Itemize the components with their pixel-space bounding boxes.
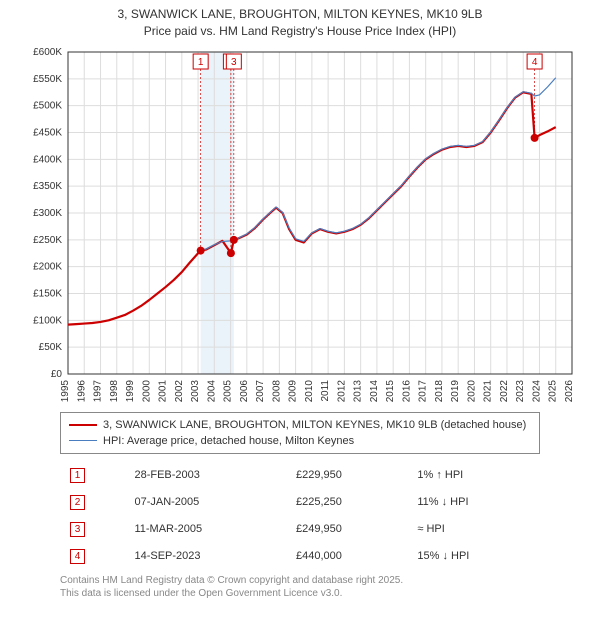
x-tick-label: 2001	[158, 379, 169, 402]
sales-delta: ≈ HPI	[407, 516, 540, 543]
sales-date: 07-JAN-2005	[124, 489, 286, 516]
x-tick-label: 2005	[223, 379, 234, 402]
x-tick-label: 2015	[385, 379, 396, 402]
sales-row: 4 14-SEP-2023£440,00015% ↓ HPI	[60, 543, 540, 570]
sales-marker-cell: 2	[60, 489, 124, 516]
sales-price: £225,250	[286, 489, 407, 516]
y-tick-label: £550K	[33, 73, 62, 84]
y-tick-label: £200K	[33, 261, 62, 272]
x-tick-label: 2023	[515, 379, 526, 402]
sales-date: 11-MAR-2005	[124, 516, 286, 543]
x-tick-label: 2008	[271, 379, 282, 402]
sales-row: 3 11-MAR-2005£249,950≈ HPI	[60, 516, 540, 543]
sales-date: 14-SEP-2023	[124, 543, 286, 570]
x-tick-label: 2022	[499, 379, 510, 402]
legend-label-hpi: HPI: Average price, detached house, Milt…	[103, 435, 354, 447]
x-tick-label: 2018	[434, 379, 445, 402]
x-tick-label: 2012	[336, 379, 347, 402]
chart-svg: £0 £50K £100K £150K £200K £250K £300K £350K £400…	[20, 44, 580, 404]
x-tick-label: 2014	[369, 379, 380, 402]
x-tick-label: 2016	[401, 379, 412, 402]
y-tick-label: £400K	[33, 154, 62, 165]
legend-swatch-hpi	[69, 440, 97, 441]
sales-marker-cell: 3	[60, 516, 124, 543]
series-hpi	[201, 77, 556, 250]
sales-table: 1 28-FEB-2003£229,9501% ↑ HPI 2 07-JAN-2005…	[60, 462, 540, 570]
y-tick-label: £100K	[33, 315, 62, 326]
x-tick-label: 2025	[548, 379, 559, 402]
marker-box-label: 4	[532, 57, 538, 68]
x-tick-label: 2021	[483, 379, 494, 402]
y-tick-label: £350K	[33, 181, 62, 192]
legend-row-property: 3, SWANWICK LANE, BROUGHTON, MILTON KEYN…	[69, 417, 531, 433]
sales-price: £249,950	[286, 516, 407, 543]
legend-swatch-property	[69, 424, 97, 426]
x-tick-label: 2019	[450, 379, 461, 402]
y-tick-label: £250K	[33, 234, 62, 245]
marker-box-label: 3	[231, 57, 237, 68]
x-tick-label: 2020	[466, 379, 477, 402]
sales-delta: 11% ↓ HPI	[407, 489, 540, 516]
x-tick-label: 1999	[125, 379, 136, 402]
marker-box-icon: 3	[70, 522, 85, 537]
y-tick-label: £500K	[33, 100, 62, 111]
x-tick-label: 1998	[109, 379, 120, 402]
marker-box-icon: 4	[70, 549, 85, 564]
x-tick-label: 2009	[288, 379, 299, 402]
footer-line2: This data is licensed under the Open Gov…	[60, 587, 540, 600]
x-tick-label: 2024	[531, 379, 542, 402]
x-tick-label: 1997	[93, 379, 104, 402]
title-line1: 3, SWANWICK LANE, BROUGHTON, MILTON KEYN…	[10, 6, 590, 23]
sales-delta: 15% ↓ HPI	[407, 543, 540, 570]
sales-date: 28-FEB-2003	[124, 462, 286, 489]
sales-delta: 1% ↑ HPI	[407, 462, 540, 489]
legend: 3, SWANWICK LANE, BROUGHTON, MILTON KEYN…	[60, 412, 540, 454]
legend-row-hpi: HPI: Average price, detached house, Milt…	[69, 433, 531, 449]
y-tick-label: £600K	[33, 47, 62, 58]
marker-box-label: 1	[198, 57, 204, 68]
y-tick-label: £0	[51, 369, 63, 380]
sales-price: £440,000	[286, 543, 407, 570]
x-tick-label: 2006	[239, 379, 250, 402]
x-tick-label: 2000	[141, 379, 152, 402]
x-tick-label: 2011	[320, 379, 331, 401]
x-tick-label: 2003	[190, 379, 201, 402]
x-tick-label: 2013	[353, 379, 364, 402]
legend-label-property: 3, SWANWICK LANE, BROUGHTON, MILTON KEYN…	[103, 419, 526, 431]
marker-box-icon: 2	[70, 495, 85, 510]
x-tick-label: 2002	[174, 379, 185, 402]
y-tick-label: £50K	[39, 342, 63, 353]
x-tick-label: 2026	[564, 379, 575, 402]
x-tick-label: 1996	[76, 379, 87, 402]
x-tick-label: 2004	[206, 379, 217, 402]
chart-container: 3, SWANWICK LANE, BROUGHTON, MILTON KEYN…	[0, 0, 600, 620]
y-tick-label: £150K	[33, 288, 62, 299]
chart-area: £0 £50K £100K £150K £200K £250K £300K £350K £400…	[20, 44, 580, 404]
footer: Contains HM Land Registry data © Crown c…	[60, 574, 540, 600]
sales-marker-cell: 1	[60, 462, 124, 489]
y-tick-label: £450K	[33, 127, 62, 138]
title-line2: Price paid vs. HM Land Registry's House …	[10, 23, 590, 40]
y-tick-label: £300K	[33, 208, 62, 219]
x-tick-label: 1995	[60, 379, 71, 402]
sales-row: 2 07-JAN-2005£225,25011% ↓ HPI	[60, 489, 540, 516]
x-tick-label: 2017	[418, 379, 429, 402]
marker-box-icon: 1	[70, 468, 85, 483]
title-block: 3, SWANWICK LANE, BROUGHTON, MILTON KEYN…	[10, 6, 590, 40]
x-tick-label: 2007	[255, 379, 266, 402]
footer-line1: Contains HM Land Registry data © Crown c…	[60, 574, 540, 587]
sales-row: 1 28-FEB-2003£229,9501% ↑ HPI	[60, 462, 540, 489]
sales-price: £229,950	[286, 462, 407, 489]
sales-marker-cell: 4	[60, 543, 124, 570]
x-tick-label: 2010	[304, 379, 315, 402]
